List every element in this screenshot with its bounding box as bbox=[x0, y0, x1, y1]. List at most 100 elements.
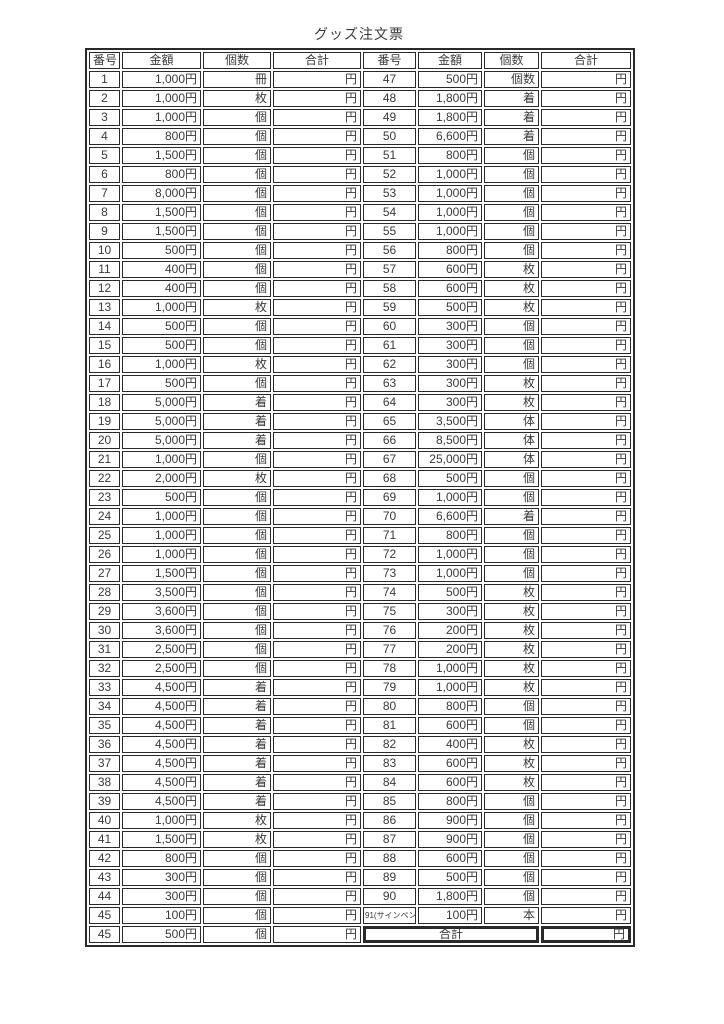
cell-unit: 個 bbox=[203, 660, 271, 677]
cell-total: 円 bbox=[273, 565, 361, 582]
cell-no: 88 bbox=[363, 850, 416, 867]
cell-amount: 400円 bbox=[122, 261, 201, 278]
cell-amount: 1,000円 bbox=[122, 356, 201, 373]
cell-no: 19 bbox=[89, 413, 120, 430]
cell-unit: 枚 bbox=[484, 603, 539, 620]
cell-unit: 着 bbox=[203, 394, 271, 411]
cell-no: 28 bbox=[89, 584, 120, 601]
cell-total: 円 bbox=[541, 204, 631, 221]
table-row: 39 4,500円着円 85 800円個円 bbox=[89, 793, 631, 810]
table-row: 34 4,500円着円 80 800円個円 bbox=[89, 698, 631, 715]
cell-total: 円 bbox=[273, 907, 361, 924]
cell-total: 円 bbox=[273, 508, 361, 525]
cell-unit: 着 bbox=[484, 109, 539, 126]
cell-total: 円 bbox=[541, 679, 631, 696]
cell-unit: 着 bbox=[203, 679, 271, 696]
cell-unit: 枚 bbox=[484, 736, 539, 753]
cell-amount: 3,500円 bbox=[122, 584, 201, 601]
table-row: 21 1,000円個円 67 25,000円体円 bbox=[89, 451, 631, 468]
cell-amount: 600円 bbox=[418, 261, 482, 278]
cell-total: 円 bbox=[541, 470, 631, 487]
cell-amount: 300円 bbox=[418, 318, 482, 335]
order-table-body: 1 1,000円冊円 47 500円 個数円 2 1,000円枚円 48 1,800円着円 3 1,… bbox=[89, 71, 631, 943]
cell-total: 円 bbox=[273, 394, 361, 411]
cell-unit: 個 bbox=[484, 869, 539, 886]
cell-amount: 6,600円 bbox=[418, 508, 482, 525]
cell-no: 73 bbox=[363, 565, 416, 582]
cell-amount: 300円 bbox=[418, 356, 482, 373]
cell-unit: 個 bbox=[484, 223, 539, 240]
cell-amount: 1,000円 bbox=[418, 204, 482, 221]
cell-no: 84 bbox=[363, 774, 416, 791]
table-row: 7 8,000円個円 53 1,000円個円 bbox=[89, 185, 631, 202]
cell-unit: 枚 bbox=[203, 831, 271, 848]
cell-unit: 個 bbox=[484, 717, 539, 734]
table-row: 12 400円個円 58 600円枚円 bbox=[89, 280, 631, 297]
cell-no: 26 bbox=[89, 546, 120, 563]
cell-total: 円 bbox=[541, 166, 631, 183]
cell-unit: 着 bbox=[203, 755, 271, 772]
cell-unit: 枚 bbox=[484, 755, 539, 772]
cell-no: 69 bbox=[363, 489, 416, 506]
cell-unit: 体 bbox=[484, 413, 539, 430]
cell-no: 42 bbox=[89, 850, 120, 867]
cell-amount: 1,000円 bbox=[122, 812, 201, 829]
cell-amount: 25,000円 bbox=[418, 451, 482, 468]
cell-unit: 体 bbox=[484, 432, 539, 449]
cell-unit: 枚 bbox=[484, 261, 539, 278]
cell-unit: 着 bbox=[484, 90, 539, 107]
cell-no: 37 bbox=[89, 755, 120, 772]
cell-amount: 600円 bbox=[418, 774, 482, 791]
cell-amount: 800円 bbox=[418, 242, 482, 259]
table-row: 32 2,500円個円 78 1,000円枚円 bbox=[89, 660, 631, 677]
cell-total: 円 bbox=[541, 527, 631, 544]
table-row: 37 4,500円着円 83 600円枚円 bbox=[89, 755, 631, 772]
cell-amount: 4,500円 bbox=[122, 736, 201, 753]
cell-total: 円 bbox=[541, 147, 631, 164]
cell-no: 78 bbox=[363, 660, 416, 677]
cell-amount: 1,500円 bbox=[122, 147, 201, 164]
cell-amount: 1,000円 bbox=[122, 71, 201, 88]
cell-unit: 個 bbox=[484, 812, 539, 829]
cell-total: 円 bbox=[541, 71, 631, 88]
cell-no: 65 bbox=[363, 413, 416, 430]
cell-unit: 個 bbox=[484, 242, 539, 259]
cell-no: 79 bbox=[363, 679, 416, 696]
cell-amount: 300円 bbox=[122, 869, 201, 886]
cell-unit: 個 bbox=[203, 128, 271, 145]
cell-unit: 個 bbox=[203, 337, 271, 354]
cell-amount: 4,500円 bbox=[122, 755, 201, 772]
cell-no: 31 bbox=[89, 641, 120, 658]
table-row: 4 800円個円 50 6,600円着円 bbox=[89, 128, 631, 145]
table-row: 9 1,500円個円 55 1,000円個円 bbox=[89, 223, 631, 240]
cell-total: 円 bbox=[273, 831, 361, 848]
cell-amount: 300円 bbox=[418, 375, 482, 392]
cell-amount: 100円 bbox=[418, 907, 482, 924]
cell-total: 円 bbox=[273, 223, 361, 240]
cell-amount: 4,500円 bbox=[122, 717, 201, 734]
cell-no: 90 bbox=[363, 888, 416, 905]
cell-amount: 300円 bbox=[418, 394, 482, 411]
cell-no: 55 bbox=[363, 223, 416, 240]
cell-amount: 200円 bbox=[418, 622, 482, 639]
table-row: 19 5,000円着円 65 3,500円体円 bbox=[89, 413, 631, 430]
cell-unit: 冊 bbox=[203, 71, 271, 88]
cell-no: 12 bbox=[89, 280, 120, 297]
table-row: 6 800円個円 52 1,000円個円 bbox=[89, 166, 631, 183]
cell-amount: 1,800円 bbox=[418, 90, 482, 107]
cell-unit: 個 bbox=[203, 641, 271, 658]
cell-no: 18 bbox=[89, 394, 120, 411]
cell-amount: 1,000円 bbox=[418, 679, 482, 696]
cell-amount: 5,000円 bbox=[122, 432, 201, 449]
cell-unit: 個 bbox=[203, 603, 271, 620]
cell-no: 39 bbox=[89, 793, 120, 810]
cell-unit: 個 bbox=[484, 356, 539, 373]
cell-unit: 本 bbox=[484, 907, 539, 924]
table-row: 30 3,600円個円 76 200円枚円 bbox=[89, 622, 631, 639]
cell-no: 76 bbox=[363, 622, 416, 639]
cell-no: 91(サインペン) bbox=[363, 907, 416, 924]
cell-unit: 個 bbox=[203, 375, 271, 392]
cell-no: 59 bbox=[363, 299, 416, 316]
cell-no: 72 bbox=[363, 546, 416, 563]
cell-total: 円 bbox=[541, 888, 631, 905]
